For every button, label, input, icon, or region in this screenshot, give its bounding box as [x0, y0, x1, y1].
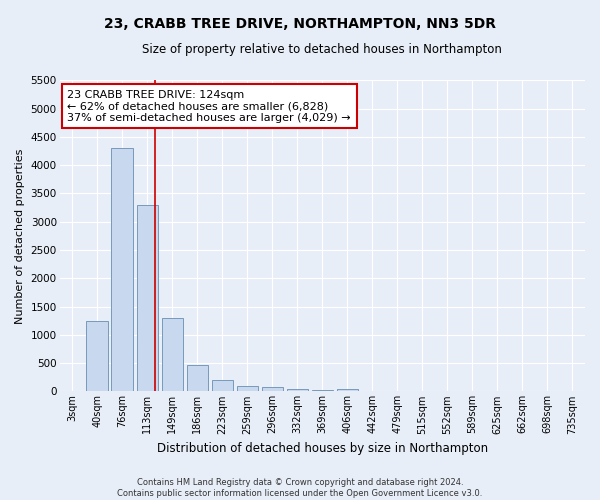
Bar [137, 204, 158, 392]
Bar [86, 320, 108, 392]
Text: Contains HM Land Registry data © Crown copyright and database right 2024.
Contai: Contains HM Land Registry data © Crown c… [118, 478, 482, 498]
Bar [187, 364, 208, 392]
Bar [262, 387, 283, 392]
Bar [212, 380, 233, 392]
Bar [161, 318, 183, 392]
Title: Size of property relative to detached houses in Northampton: Size of property relative to detached ho… [142, 42, 502, 56]
Y-axis label: Number of detached properties: Number of detached properties [15, 148, 25, 324]
Bar [112, 148, 133, 392]
Bar [337, 388, 358, 392]
Text: 23 CRABB TREE DRIVE: 124sqm
← 62% of detached houses are smaller (6,828)
37% of : 23 CRABB TREE DRIVE: 124sqm ← 62% of det… [67, 90, 351, 123]
Text: 23, CRABB TREE DRIVE, NORTHAMPTON, NN3 5DR: 23, CRABB TREE DRIVE, NORTHAMPTON, NN3 5… [104, 18, 496, 32]
Bar [236, 386, 258, 392]
Bar [287, 388, 308, 392]
X-axis label: Distribution of detached houses by size in Northampton: Distribution of detached houses by size … [157, 442, 488, 455]
Bar [311, 390, 333, 392]
